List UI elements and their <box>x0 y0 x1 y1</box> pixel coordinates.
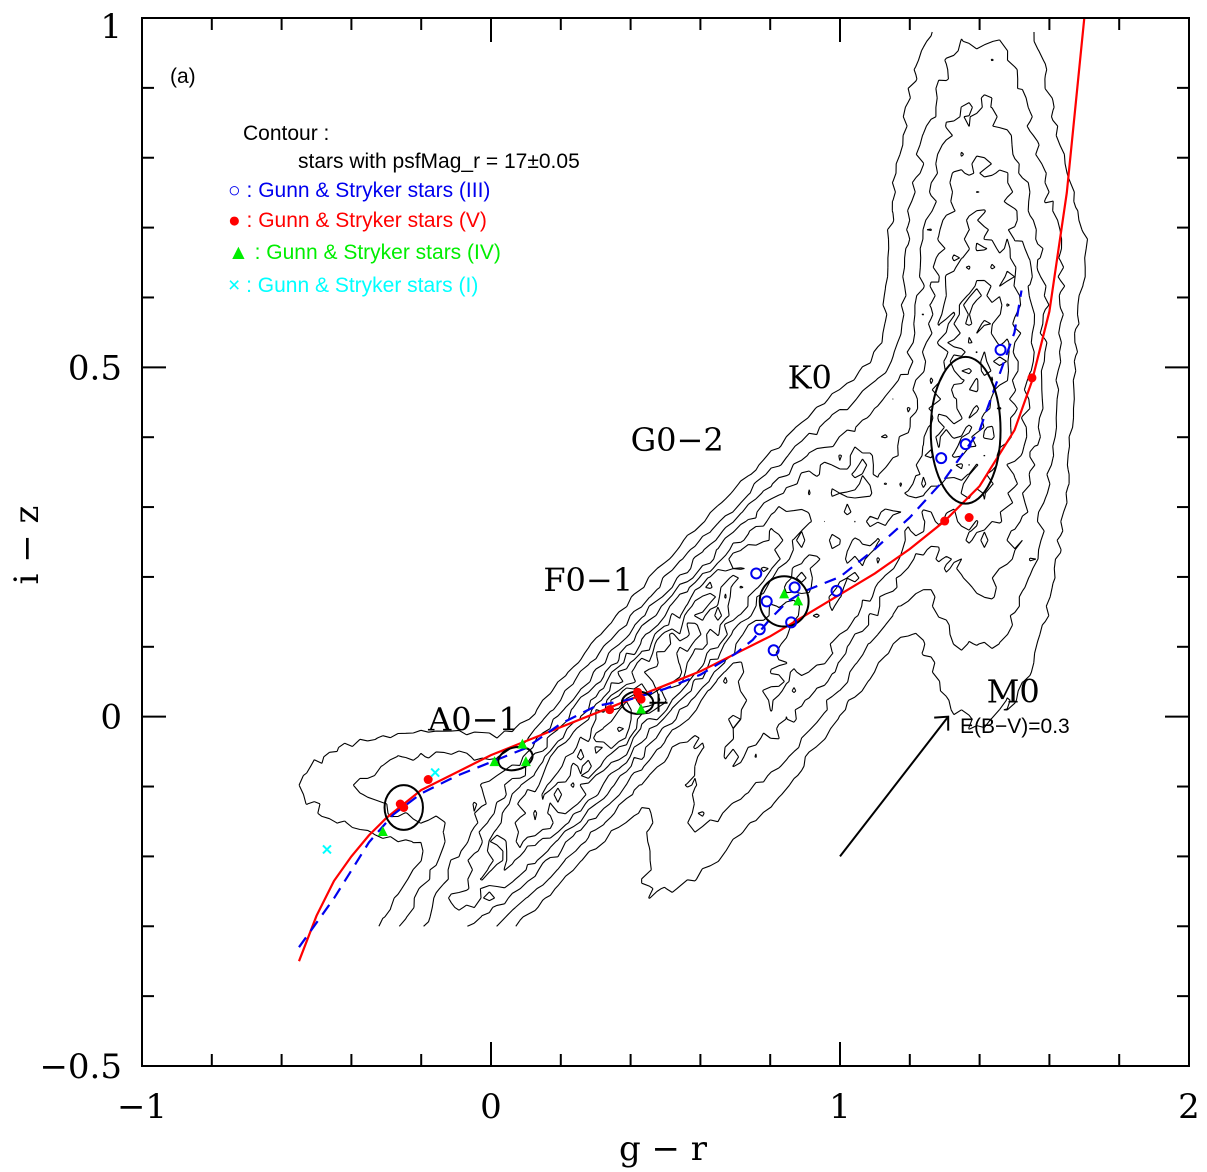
legend-entry-i: × : Gunn & Stryker stars (I) <box>228 274 478 297</box>
giant-star-point <box>830 584 843 597</box>
spectral-ellipse <box>929 355 1002 505</box>
curve-layer <box>297 17 1086 962</box>
y-axis-label: i − z <box>7 506 47 585</box>
subgiant-star-point <box>377 825 388 836</box>
subgiant-star-point <box>517 738 528 749</box>
plus-marker <box>649 693 668 712</box>
y-tick-label: 1 <box>100 7 122 47</box>
legend-entry-iv: ▲ : Gunn & Stryker stars (IV) <box>228 241 501 264</box>
spectral-type-label: A0−1 <box>427 701 519 739</box>
y-tick-label: −0.5 <box>39 1047 122 1087</box>
spectral-type-label: K0 <box>788 358 832 396</box>
contour-path <box>298 31 1089 927</box>
giant-star-point <box>753 623 766 636</box>
subgiant-star-point <box>793 595 804 606</box>
reddening-arrow <box>839 716 949 858</box>
dwarf-star-point <box>399 802 409 812</box>
dwarf-star-point <box>423 775 433 785</box>
giant-star-point <box>785 616 798 629</box>
tick-layer <box>141 17 1190 1067</box>
dwarf-star-point <box>605 705 615 715</box>
dwarf-star-point <box>1027 373 1037 383</box>
giant-star-point <box>767 644 780 657</box>
reddening-label: E(B−V)=0.3 <box>960 715 1070 738</box>
giant-star-point <box>935 452 948 465</box>
contour-lines <box>298 31 1089 927</box>
giant-star-point <box>959 438 972 451</box>
legend-entry-v: ● : Gunn & Stryker stars (V) <box>228 209 487 232</box>
y-tick-label: 0 <box>100 698 122 738</box>
giant-track-dashed-line <box>298 290 1023 948</box>
dwarf-star-point <box>964 513 974 523</box>
annotations: A0−1 F0−1 G0−2 K0 M0 <box>427 358 1040 738</box>
reddening-vector: E(B−V)=0.3 <box>839 715 1070 858</box>
supergiant-star-point <box>322 844 332 855</box>
dwarf-star-point <box>633 687 643 697</box>
spectral-type-label: M0 <box>987 673 1040 711</box>
dwarf-track-line <box>297 17 1086 962</box>
supergiant-star-point <box>430 767 440 778</box>
x-tick-label: −1 <box>117 1087 167 1127</box>
subgiant-star-point <box>779 588 790 599</box>
x-axis-label: g − r <box>619 1129 708 1169</box>
ellipse-layer <box>383 355 1002 831</box>
giant-star-point <box>994 343 1007 356</box>
panel-label: (a) <box>170 65 196 88</box>
point-layer <box>322 343 1037 855</box>
giant-star-point <box>788 581 801 594</box>
spectral-type-label: F0−1 <box>543 561 633 599</box>
spectral-ellipse <box>383 784 424 831</box>
x-tick-label: 2 <box>1178 1087 1200 1127</box>
legend-title: Contour : <box>243 122 329 145</box>
legend-entry-iii: ○ : Gunn & Stryker stars (III) <box>228 179 490 202</box>
subgiant-star-point <box>636 703 647 714</box>
giant-star-point <box>750 567 763 580</box>
spectral-ellipse <box>497 745 534 772</box>
giant-star-point <box>760 595 773 608</box>
subgiant-star-point <box>520 756 531 767</box>
spectral-ellipse <box>758 575 810 628</box>
plot-frame <box>141 17 1190 1067</box>
x-tick-label: 0 <box>480 1087 502 1127</box>
tick-labels: −1 0 1 2 −0.5 0 0.5 1 <box>39 7 1199 1127</box>
reddening-arrowhead <box>934 715 950 731</box>
subgiant-star-point <box>489 756 500 767</box>
legend: Contour : stars with psfMag_r = 17±0.05 … <box>228 122 580 297</box>
dwarf-star-point <box>940 516 950 526</box>
spectral-type-label: G0−2 <box>631 421 724 459</box>
legend-subtitle: stars with psfMag_r = 17±0.05 <box>298 150 580 173</box>
y-tick-label: 0.5 <box>68 348 122 388</box>
x-tick-label: 1 <box>829 1087 851 1127</box>
dwarf-star-point <box>636 694 646 704</box>
